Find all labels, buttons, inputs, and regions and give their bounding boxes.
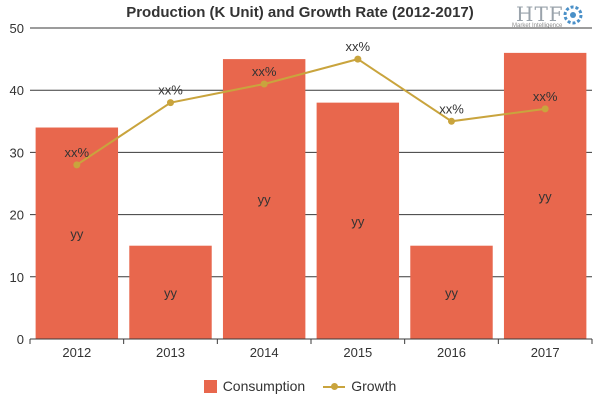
growth-line [76, 58, 546, 166]
legend-item-growth[interactable]: Growth [323, 378, 396, 394]
growth-data-label: xx% [158, 83, 183, 98]
growth-point [167, 99, 174, 107]
y-tick-label: 30 [10, 145, 24, 160]
bar-data-label: yy [351, 214, 365, 229]
x-tick-label: 2017 [531, 345, 560, 360]
legend: Consumption Growth [0, 378, 600, 394]
x-tick-label: 2015 [343, 345, 372, 360]
legend-swatch-consumption [203, 379, 217, 393]
gear-icon [563, 5, 583, 25]
growth-data-label: xx% [533, 89, 558, 104]
growth-point [260, 80, 268, 88]
brand-logo: HTF Market Intelligence [510, 2, 583, 32]
growth-data-label: xx% [439, 101, 464, 116]
growth-data-label: xx% [252, 64, 277, 79]
x-tick-label: 2016 [437, 345, 466, 360]
y-tick-label: 10 [10, 270, 24, 285]
y-tick-label: 40 [10, 83, 24, 98]
growth-data-label: xx% [346, 39, 371, 54]
legend-label-consumption: Consumption [222, 378, 306, 394]
x-tick-label: 2012 [62, 345, 91, 360]
chart-title: Production (K Unit) and Growth Rate (201… [126, 4, 474, 21]
y-tick-label: 0 [17, 332, 24, 347]
logo-subtext: Market Intelligence [512, 23, 563, 29]
legend-swatch-growth [323, 380, 346, 393]
bar-data-label: yy [70, 226, 84, 241]
bar-data-label: yy [164, 285, 178, 300]
bar-data-label: yy [258, 192, 272, 207]
bar [503, 52, 587, 339]
growth-point [541, 105, 549, 113]
bar [129, 245, 212, 339]
growth-point [448, 117, 455, 125]
growth-point [73, 161, 81, 169]
axes: 0 10 20 30 40 50 2012 2013 2014 2015 2016 2017 [10, 21, 593, 360]
bar [222, 59, 306, 339]
x-tick-label: 2013 [156, 345, 185, 360]
y-tick-label: 20 [10, 208, 24, 223]
y-tick-label: 50 [10, 21, 24, 36]
labels: yy yy yy yy yy yy xx% xx% xx% xx% xx% xx% [65, 39, 558, 300]
grid-lines [30, 27, 592, 278]
bar-series [35, 52, 587, 340]
bar-data-label: yy [445, 285, 459, 300]
growth-point [354, 55, 362, 63]
x-tick-label: 2014 [250, 345, 279, 360]
growth-data-label: xx% [65, 145, 90, 160]
line-series [73, 55, 549, 169]
bar [410, 245, 493, 339]
legend-label-growth: Growth [351, 378, 397, 394]
bar-data-label: yy [539, 189, 553, 204]
logo-text: HTF [516, 2, 564, 26]
legend-item-consumption[interactable]: Consumption [203, 378, 306, 394]
bar [316, 102, 400, 339]
